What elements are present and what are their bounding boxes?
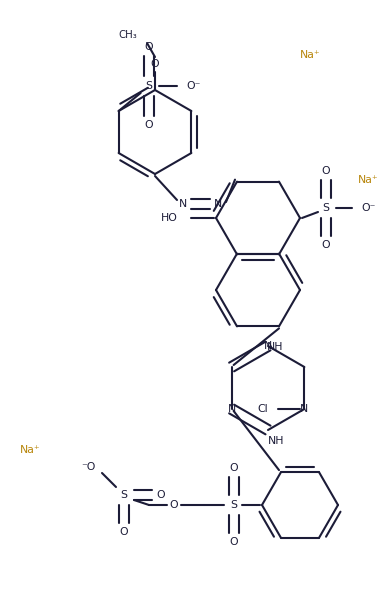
- Text: S: S: [121, 490, 128, 500]
- Text: N: N: [214, 199, 222, 209]
- Text: O: O: [157, 490, 165, 500]
- Text: Cl: Cl: [258, 404, 268, 414]
- Text: ⁻O: ⁻O: [82, 462, 96, 472]
- Text: S: S: [231, 500, 238, 510]
- Text: HO: HO: [161, 213, 178, 223]
- Text: O⁻: O⁻: [361, 203, 375, 213]
- Text: N: N: [300, 404, 308, 414]
- Text: O: O: [144, 42, 153, 52]
- Text: O: O: [144, 120, 153, 130]
- Text: S: S: [322, 203, 329, 213]
- Text: NH: NH: [268, 436, 285, 445]
- Text: Na⁺: Na⁺: [358, 175, 378, 185]
- Text: O⁻: O⁻: [187, 81, 201, 91]
- Text: NH: NH: [267, 342, 284, 352]
- Text: O: O: [230, 537, 238, 547]
- Text: O: O: [230, 463, 238, 473]
- Text: O: O: [120, 527, 128, 537]
- Text: O: O: [170, 500, 178, 510]
- Text: N: N: [264, 341, 272, 351]
- Text: Na⁺: Na⁺: [300, 50, 321, 60]
- Text: N: N: [179, 199, 187, 209]
- Text: N: N: [228, 404, 236, 414]
- Text: O: O: [322, 166, 330, 176]
- Text: O: O: [151, 59, 159, 69]
- Text: Na⁺: Na⁺: [20, 445, 40, 455]
- Text: S: S: [145, 81, 152, 91]
- Text: O: O: [322, 240, 330, 250]
- Text: CH₃: CH₃: [118, 30, 137, 40]
